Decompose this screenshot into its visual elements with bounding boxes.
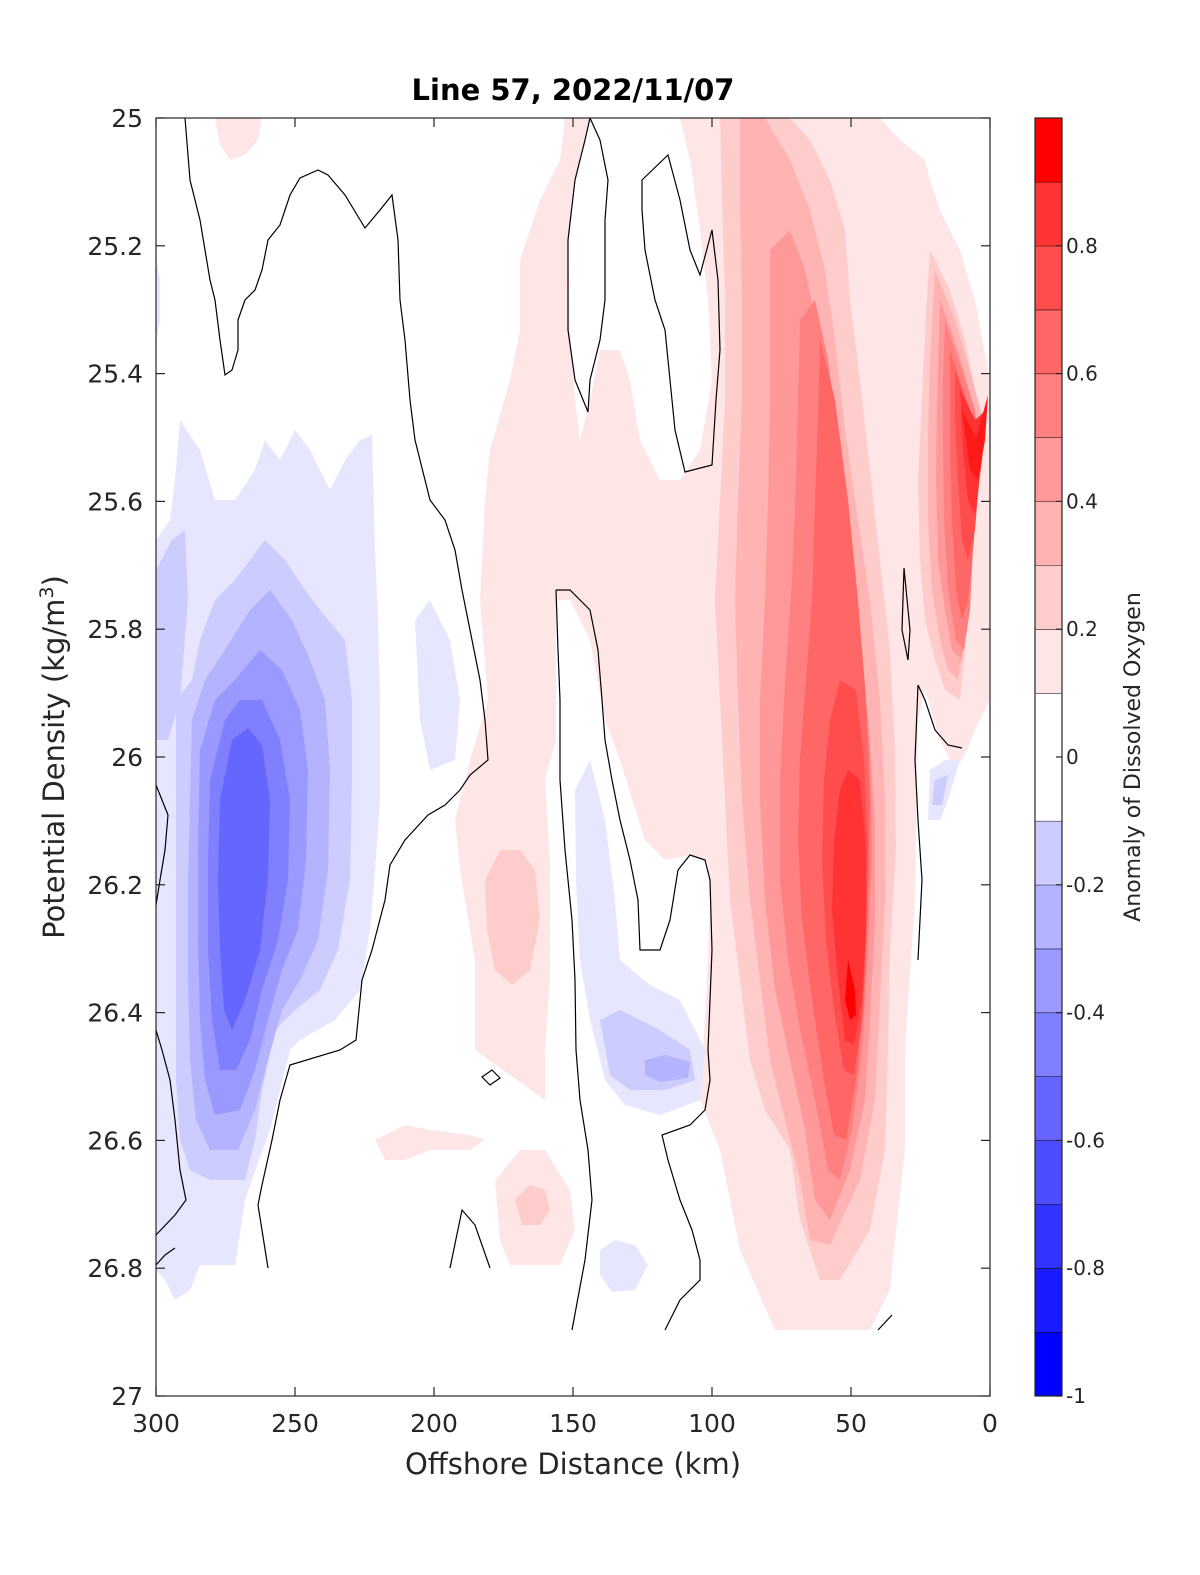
contour-line xyxy=(156,1029,187,1236)
x-tick-label: 0 xyxy=(982,1409,998,1438)
colorbar-tick-label: -0.4 xyxy=(1066,1001,1105,1025)
colorbar-band xyxy=(1035,565,1062,630)
colorbar-band xyxy=(1035,1204,1062,1269)
contour-line xyxy=(449,1208,491,1269)
y-tick-label: 26.2 xyxy=(87,871,143,900)
x-tick-label: 300 xyxy=(132,1409,180,1438)
y-tick-label: 25.8 xyxy=(87,615,143,644)
colorbar-band xyxy=(1035,948,1062,1013)
contour-line xyxy=(184,118,489,1269)
y-tick-label: 25 xyxy=(111,104,143,133)
colorbar-ticks: -1 -0.8 -0.6 -0.4 -0.2 0 0.2 0.4 0.6 0.8 xyxy=(1056,234,1105,1408)
contour-fill xyxy=(156,530,188,740)
colorbar-band xyxy=(1035,309,1062,374)
colorbar-band xyxy=(1035,181,1062,246)
contour-line xyxy=(156,784,169,906)
plot-area xyxy=(155,117,991,1397)
colorbar-band xyxy=(1035,884,1062,949)
colorbar-tick-label: -1 xyxy=(1066,1384,1086,1408)
x-tick-label: 100 xyxy=(688,1409,736,1438)
colorbar-band xyxy=(1035,1268,1062,1333)
contour-fill xyxy=(832,770,866,1045)
colorbar-tick-label: -0.6 xyxy=(1066,1128,1105,1152)
contour-fill xyxy=(645,1055,690,1082)
contour-line xyxy=(914,684,923,961)
y-axis-label-close: ) xyxy=(37,575,71,586)
x-tick-label: 250 xyxy=(271,1409,319,1438)
contour-line xyxy=(481,1069,501,1086)
colorbar-band xyxy=(1035,629,1062,694)
x-axis-label: Offshore Distance (km) xyxy=(405,1447,741,1481)
contour-line xyxy=(641,153,721,473)
contour-fill xyxy=(932,775,948,805)
colorbar-tick-label: 0.2 xyxy=(1066,617,1098,641)
y-axis: 25 25.2 25.4 25.6 25.8 26 26.2 26.4 26.6 26.8 27 xyxy=(87,104,990,1411)
contour-fill xyxy=(156,260,160,340)
colorbar-label: Anomaly of Dissolved Oxygen xyxy=(1121,592,1146,922)
colorbar-tick-label: -0.8 xyxy=(1066,1256,1105,1280)
contour-fill xyxy=(485,850,540,985)
contour-line xyxy=(567,118,609,413)
colorbar-tick-label: 0 xyxy=(1066,745,1079,769)
colorbar-band xyxy=(1035,1140,1062,1205)
x-axis: 300 250 200 150 100 50 0 xyxy=(132,118,998,1438)
contour-fills xyxy=(156,118,990,1330)
y-tick-label: 25.4 xyxy=(87,360,143,389)
x-tick-label: 150 xyxy=(549,1409,597,1438)
colorbar-tick-label: 0.4 xyxy=(1066,489,1098,513)
contour-fill xyxy=(845,960,856,1020)
colorbar-band xyxy=(1035,1332,1062,1396)
chart-title: Line 57, 2022/11/07 xyxy=(412,73,735,107)
colorbar-band xyxy=(1035,1012,1062,1077)
y-axis-label-superscript: 3 xyxy=(36,586,58,598)
colorbar-tick-label: 0.6 xyxy=(1066,362,1098,386)
colorbar-tick-label: -0.2 xyxy=(1066,873,1105,897)
contour-line xyxy=(555,589,593,1331)
contour-fill xyxy=(515,1185,550,1225)
colorbar-band xyxy=(1035,373,1062,438)
colorbar-band xyxy=(1035,820,1062,885)
contour-line xyxy=(917,684,963,749)
y-tick-label: 26.4 xyxy=(87,999,143,1028)
y-tick-label: 25.2 xyxy=(87,232,143,261)
y-tick-label: 26.6 xyxy=(87,1126,143,1155)
colorbar-band xyxy=(1035,437,1062,502)
colorbar-bands xyxy=(1035,117,1062,1396)
colorbar-tick-label: 0.8 xyxy=(1066,234,1098,258)
contour-fill xyxy=(375,1125,485,1160)
contour-fill xyxy=(600,1240,648,1292)
y-axis-label-text: Potential Density (kg/m xyxy=(37,599,71,939)
y-tick-label: 27 xyxy=(111,1382,143,1411)
y-tick-label: 25.6 xyxy=(87,487,143,516)
contour-line xyxy=(556,589,713,1331)
y-tick-label: 26 xyxy=(111,743,143,772)
colorbar: -1 -0.8 -0.6 -0.4 -0.2 0 0.2 0.4 0.6 0.8 xyxy=(1034,117,1105,1408)
colorbar-band xyxy=(1035,118,1062,182)
x-tick-label: 200 xyxy=(410,1409,458,1438)
contour-line xyxy=(901,567,911,661)
contour-fill xyxy=(962,395,988,480)
colorbar-band xyxy=(1035,501,1062,566)
contour-fill xyxy=(215,118,262,160)
contour-line xyxy=(877,1314,893,1331)
y-axis-label: Potential Density (kg/m3) xyxy=(36,575,71,939)
zero-contour-lines xyxy=(156,118,963,1331)
contour-line xyxy=(156,1247,176,1266)
colorbar-band xyxy=(1035,245,1062,310)
contour-fill xyxy=(218,728,270,1030)
colorbar-band xyxy=(1035,1076,1062,1141)
x-tick-label: 50 xyxy=(835,1409,867,1438)
contour-fill xyxy=(415,600,460,770)
y-tick-label: 26.8 xyxy=(87,1254,143,1283)
